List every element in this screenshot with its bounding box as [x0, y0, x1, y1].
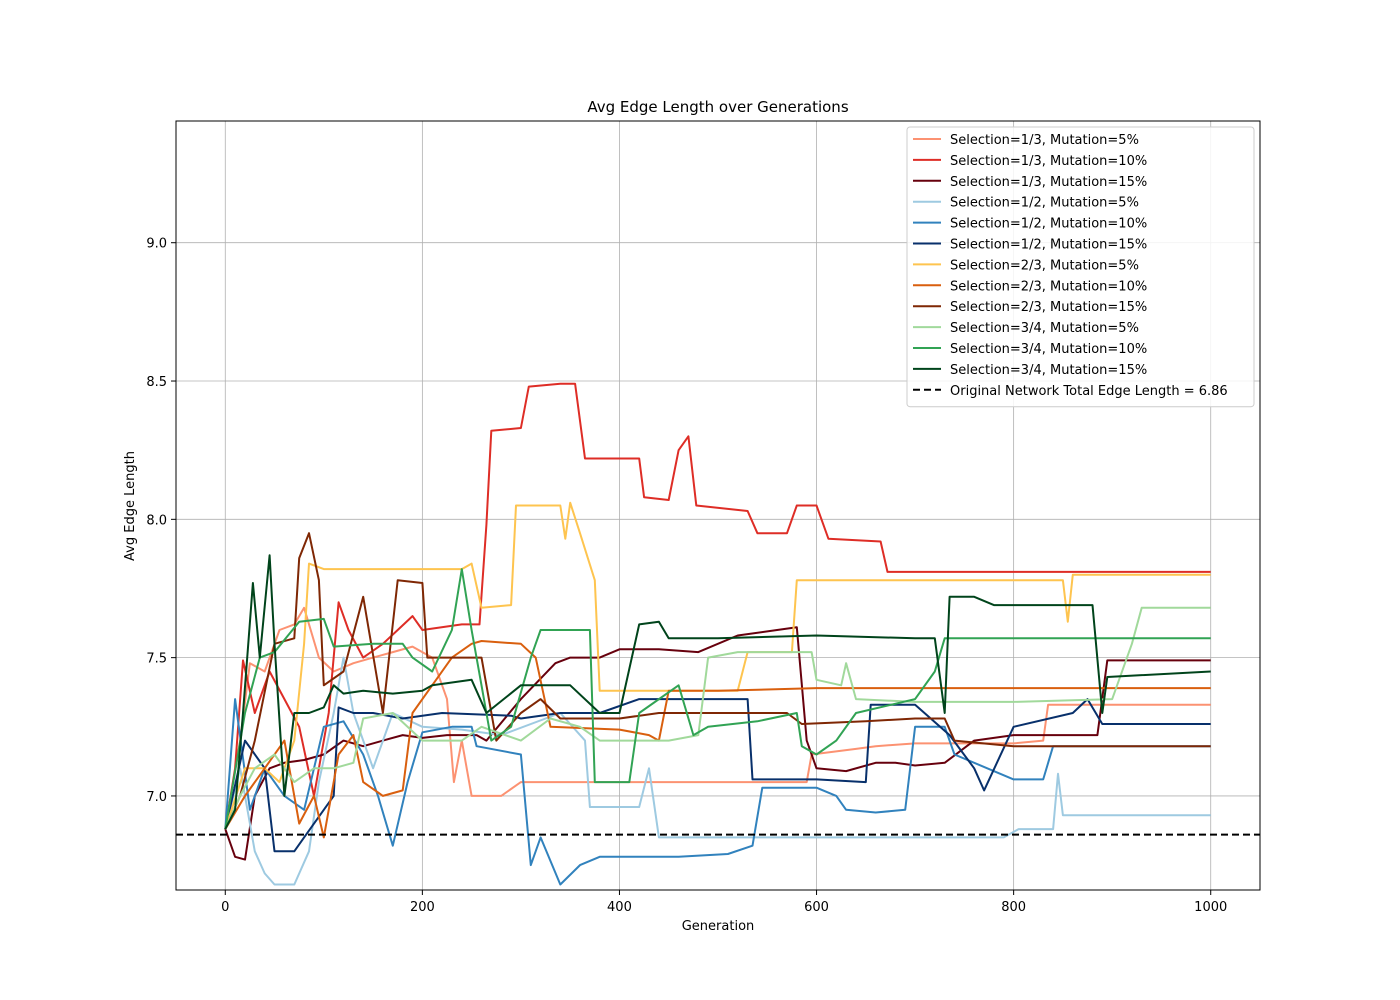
series-line-7 — [224, 501, 1211, 830]
series-line-8 — [224, 640, 1211, 839]
legend: Selection=1/3, Mutation=5% Selection=1/3,… — [906, 126, 1255, 408]
y-tick-label: 8.5 — [146, 375, 167, 390]
y-axis-label: Avg Edge Length — [123, 451, 138, 561]
legend-entry-label: Selection=3/4, Mutation=10% — [950, 342, 1147, 357]
series-line-2 — [224, 382, 1211, 830]
axes-frame — [175, 120, 1261, 891]
legend-entry-label: Original Network Total Edge Length = 6.8… — [950, 384, 1228, 399]
legend-entry-label: Selection=1/3, Mutation=15% — [950, 175, 1147, 190]
legend-entry-label: Selection=3/4, Mutation=15% — [950, 363, 1147, 378]
series-line-5 — [224, 698, 1211, 886]
series-line-9 — [224, 532, 1211, 830]
chart-title: Avg Edge Length over Generations — [587, 98, 848, 116]
x-tick-label: 200 — [410, 900, 435, 915]
x-axis-label: Generation — [682, 919, 755, 934]
x-tick-label: 0 — [221, 900, 229, 915]
x-tick-label: 1000 — [1194, 900, 1227, 915]
legend-entry-label: Selection=2/3, Mutation=15% — [950, 300, 1147, 315]
x-tick-label: 600 — [804, 900, 829, 915]
y-tick-label: 8.0 — [146, 513, 167, 528]
y-tick-label: 7.5 — [146, 652, 167, 667]
legend-entry-label: Selection=3/4, Mutation=5% — [950, 321, 1139, 336]
series-line-11 — [224, 568, 1211, 830]
legend-entry-label: Selection=1/2, Mutation=15% — [950, 238, 1147, 253]
legend-entry-label: Selection=1/2, Mutation=5% — [950, 196, 1139, 211]
series-line-12 — [224, 554, 1211, 830]
legend-entry-label: Selection=2/3, Mutation=10% — [950, 279, 1147, 294]
y-tick-label: 7.0 — [146, 790, 167, 805]
series-line-10 — [224, 606, 1211, 830]
series-line-3 — [224, 626, 1211, 861]
legend-box — [906, 126, 1255, 408]
legend-entry-label: Selection=1/3, Mutation=5% — [950, 133, 1139, 148]
x-tick-label: 400 — [607, 900, 632, 915]
y-tick-label: 9.0 — [146, 237, 167, 252]
legend-entry-label: Selection=2/3, Mutation=5% — [950, 258, 1139, 273]
x-tick-label: 800 — [1001, 900, 1026, 915]
legend-entry-label: Selection=1/3, Mutation=10% — [950, 154, 1147, 169]
legend-entry-label: Selection=1/2, Mutation=10% — [950, 217, 1147, 232]
